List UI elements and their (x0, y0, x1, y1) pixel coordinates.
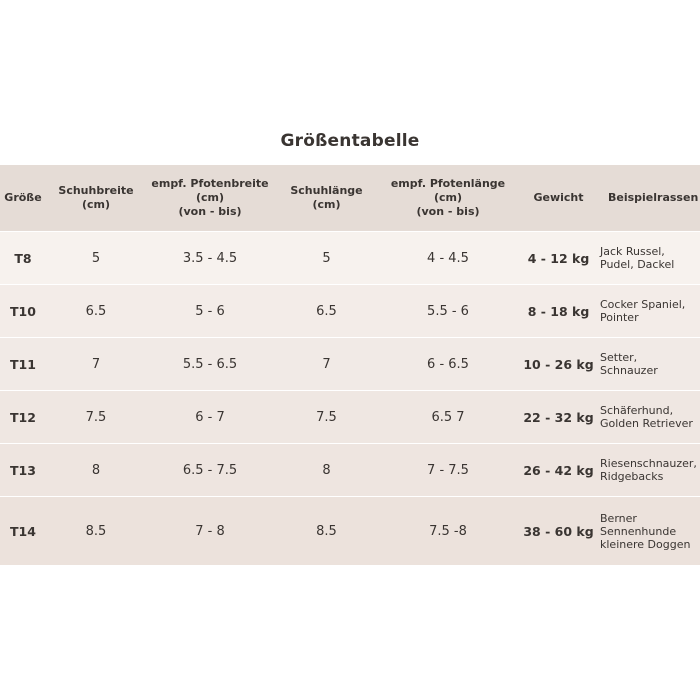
header-paw-length: empf. Pfotenlänge (cm) (von - bis) (390, 177, 506, 218)
shoe-width-cell: 7 (91, 356, 101, 372)
paw-length-cell: 6 - 6.5 (427, 356, 469, 372)
shoe-length-cell: 8 (322, 462, 331, 478)
weight-cell: 10 - 26 kg (523, 356, 594, 372)
table-row: T8 5 3.5 - 4.5 5 4 - 4.5 4 - 12 kg Jack … (0, 232, 700, 285)
table-row: T14 8.5 7 - 8 8.5 7.5 -8 38 - 60 kg Bern… (0, 497, 700, 566)
breeds-cell: Schäferhund, Golden Retriever (600, 404, 693, 430)
shoe-width-cell: 5 (91, 250, 101, 266)
size-cell: T14 (10, 523, 36, 539)
header-breeds: Beispielrassen (608, 191, 699, 204)
header-shoe-length: Schuhlänge (cm) (290, 184, 363, 211)
shoe-length-cell: 7.5 (316, 409, 337, 425)
paw-width-cell: 5 - 6 (195, 303, 225, 319)
page-title: Größentabelle (280, 131, 420, 151)
shoe-length-cell: 8.5 (316, 523, 337, 539)
table-row: T12 7.5 6 - 7 7.5 6.5 7 22 - 32 kg Schäf… (0, 391, 700, 444)
breeds-cell: Berner Sennenhunde kleinere Doggen (600, 511, 691, 551)
paw-width-cell: 7 - 8 (195, 523, 225, 539)
weight-cell: 22 - 32 kg (523, 409, 594, 425)
header-size: Größe (4, 191, 42, 204)
shoe-length-cell: 7 (322, 356, 331, 372)
header-weight: Gewicht (533, 191, 584, 204)
weight-cell: 4 - 12 kg (527, 250, 590, 266)
breeds-cell: Jack Russel, Pudel, Dackel (600, 245, 675, 271)
size-cell: T13 (10, 462, 36, 478)
weight-cell: 8 - 18 kg (527, 303, 590, 319)
paw-length-cell: 7.5 -8 (429, 523, 467, 539)
size-cell: T11 (10, 356, 36, 372)
table-row: T13 8 6.5 - 7.5 8 7 - 7.5 26 - 42 kg Rie… (0, 444, 700, 497)
size-cell: T12 (10, 409, 36, 425)
shoe-length-cell: 6.5 (316, 303, 337, 319)
paw-width-cell: 6.5 - 7.5 (182, 462, 238, 478)
shoe-width-cell: 7.5 (85, 409, 107, 425)
weight-cell: 38 - 60 kg (523, 523, 594, 539)
paw-length-cell: 4 - 4.5 (427, 250, 469, 266)
size-cell: T10 (10, 303, 36, 319)
size-cell: T8 (14, 250, 32, 266)
shoe-width-cell: 8 (91, 462, 101, 478)
paw-length-cell: 6.5 7 (431, 409, 465, 425)
paw-width-cell: 6 - 7 (195, 409, 225, 425)
table-row: T10 6.5 5 - 6 6.5 5.5 - 6 8 - 18 kg Cock… (0, 285, 700, 338)
paw-length-cell: 7 - 7.5 (427, 462, 469, 478)
breeds-cell: Riesenschnauzer, Ridgebacks (600, 457, 697, 483)
table-header-row: Größe Schuhbreite (cm) empf. Pfotenbreit… (0, 165, 700, 232)
breeds-cell: Cocker Spaniel, Pointer (600, 298, 686, 324)
header-paw-width: empf. Pfotenbreite (cm) (von - bis) (151, 177, 269, 218)
shoe-width-cell: 6.5 (85, 303, 107, 319)
shoe-length-cell: 5 (322, 250, 331, 266)
paw-width-cell: 5.5 - 6.5 (182, 356, 238, 372)
paw-length-cell: 5.5 - 6 (427, 303, 469, 319)
breeds-cell: Setter, Schnauzer (600, 351, 658, 377)
shoe-width-cell: 8.5 (85, 523, 107, 539)
header-shoe-width: Schuhbreite (cm) (58, 184, 134, 211)
size-table: Größe Schuhbreite (cm) empf. Pfotenbreit… (0, 165, 700, 566)
paw-width-cell: 3.5 - 4.5 (182, 250, 238, 266)
table-row: T11 7 5.5 - 6.5 7 6 - 6.5 10 - 26 kg Set… (0, 338, 700, 391)
weight-cell: 26 - 42 kg (523, 462, 594, 478)
